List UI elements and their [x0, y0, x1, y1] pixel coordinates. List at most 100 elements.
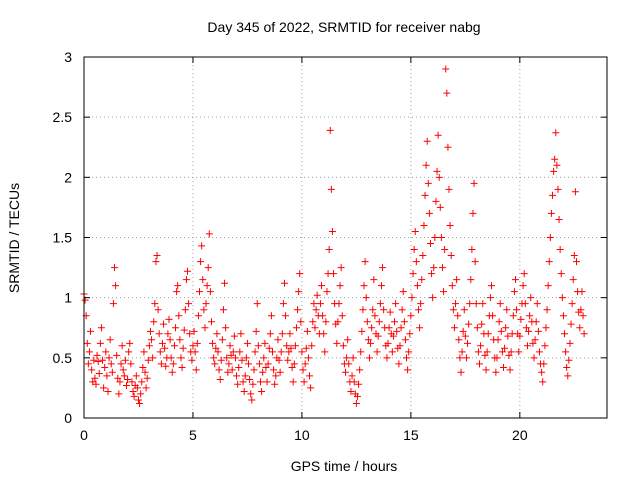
data-point: [263, 378, 271, 386]
data-point: [519, 282, 527, 290]
data-point: [558, 294, 566, 302]
data-point: [252, 327, 260, 335]
data-point: [498, 348, 506, 356]
data-point: [243, 339, 251, 347]
data-point: [189, 342, 197, 350]
data-point: [355, 380, 363, 388]
data-point: [554, 185, 562, 193]
data-point: [433, 167, 441, 175]
data-point: [568, 300, 576, 308]
data-point: [144, 356, 152, 364]
data-point: [552, 129, 560, 137]
data-point: [566, 339, 574, 347]
data-point: [320, 330, 328, 338]
data-point: [158, 339, 166, 347]
y-tick-label: 0.5: [53, 350, 73, 366]
data-point: [139, 363, 147, 371]
data-point: [241, 372, 249, 380]
data-point: [284, 356, 292, 364]
data-point: [153, 252, 161, 260]
data-point: [478, 320, 486, 328]
data-point: [513, 306, 521, 314]
data-point: [418, 276, 426, 284]
data-point: [529, 339, 537, 347]
data-point: [185, 300, 193, 308]
data-point: [211, 360, 219, 368]
data-point: [250, 366, 258, 374]
data-point: [411, 227, 419, 235]
data-point: [469, 209, 477, 217]
data-point: [306, 372, 314, 380]
data-point: [247, 390, 255, 398]
data-point: [225, 360, 233, 368]
data-points: [80, 65, 588, 408]
data-point: [122, 382, 130, 390]
data-point: [309, 318, 317, 326]
data-point: [527, 294, 535, 302]
data-point: [180, 326, 188, 334]
data-point: [206, 288, 214, 296]
data-point: [90, 356, 98, 364]
data-point: [107, 360, 115, 368]
data-point: [304, 354, 312, 362]
data-point: [523, 342, 531, 350]
data-point: [359, 306, 367, 314]
data-point: [176, 336, 184, 344]
data-point: [119, 366, 127, 374]
data-point: [175, 312, 183, 320]
data-point: [178, 363, 186, 371]
data-point: [396, 342, 404, 350]
data-point: [260, 354, 268, 362]
data-point: [397, 324, 405, 332]
data-point: [197, 258, 205, 266]
data-point: [333, 339, 341, 347]
data-point: [219, 306, 227, 314]
y-tick-label: 1: [64, 290, 72, 306]
data-point: [308, 342, 316, 350]
data-point: [383, 354, 391, 362]
data-point: [318, 282, 326, 290]
data-point: [100, 384, 108, 392]
data-point: [450, 324, 458, 332]
data-point: [218, 336, 226, 344]
data-point: [375, 318, 383, 326]
data-point: [169, 360, 177, 368]
data-point: [497, 327, 505, 335]
data-point: [526, 312, 534, 320]
data-point: [352, 400, 360, 408]
data-point: [373, 348, 381, 356]
data-point: [170, 342, 178, 350]
data-point: [99, 356, 107, 364]
data-point: [404, 366, 412, 374]
data-point: [435, 173, 443, 181]
data-point: [578, 288, 586, 296]
data-point: [380, 306, 388, 314]
data-point: [174, 282, 182, 290]
data-point: [270, 366, 278, 374]
data-point: [545, 258, 553, 266]
data-point: [236, 348, 244, 356]
data-point: [195, 288, 203, 296]
data-point: [368, 324, 376, 332]
data-point: [134, 396, 142, 404]
data-point: [409, 270, 417, 278]
data-point: [181, 306, 189, 314]
data-point: [239, 378, 247, 386]
data-point: [321, 348, 329, 356]
data-point: [283, 342, 291, 350]
data-point: [265, 344, 273, 352]
data-point: [495, 318, 503, 326]
data-point: [461, 332, 469, 340]
data-point: [164, 330, 172, 338]
data-point: [504, 332, 512, 340]
data-point: [453, 276, 461, 284]
data-point: [367, 339, 375, 347]
data-point: [538, 368, 546, 376]
data-point: [564, 372, 572, 380]
data-point: [425, 209, 433, 217]
data-point: [201, 324, 209, 332]
data-point: [167, 354, 175, 362]
data-point: [499, 363, 507, 371]
data-point: [328, 227, 336, 235]
data-point: [279, 300, 287, 308]
